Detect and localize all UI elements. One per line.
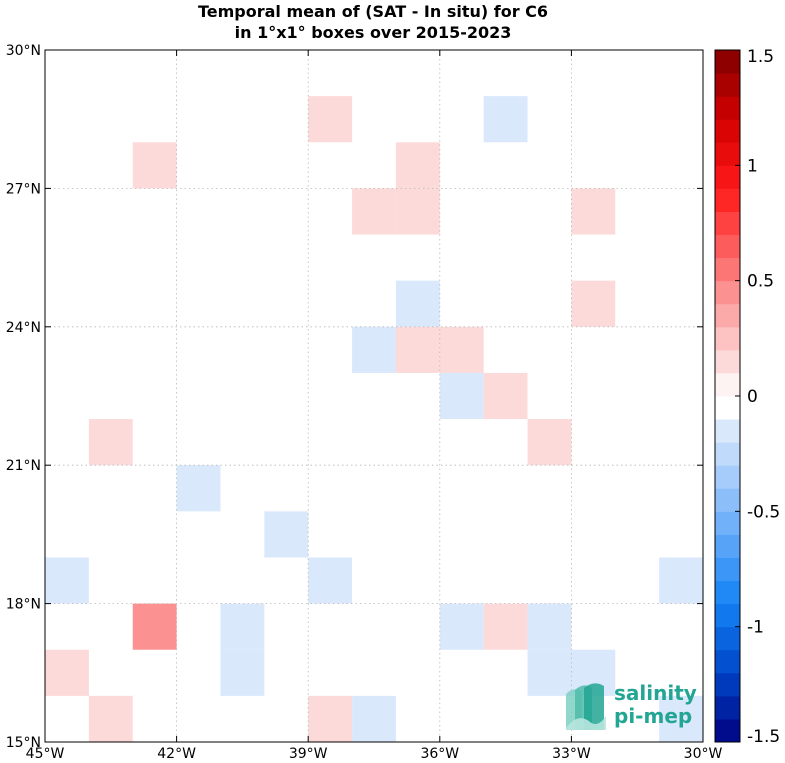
heatmap-cell [395,280,440,327]
colorbar-segment [715,672,740,697]
x-tick-label: 45°W [26,746,65,762]
colorbar-segment [715,511,740,535]
colorbar-segment [715,349,740,374]
colorbar-segment [715,73,740,97]
heatmap-cell [395,326,440,373]
x-tick-label: 39°W [289,746,328,762]
heatmap-cell [527,419,572,466]
heatmap-cell [352,326,396,373]
logo-wave-icon [566,683,606,730]
heatmap-cell [659,557,703,604]
heatmap-cell [264,511,309,558]
heatmap-cell [45,557,89,604]
heatmap-cell [527,603,572,650]
heatmap-cell [220,603,265,650]
x-tick-label: 33°W [552,746,591,762]
heatmap-cell [439,326,484,373]
colorbar-tick-label: 1.5 [747,47,774,67]
heatmap-cell [483,372,528,420]
heatmap-cell [483,603,528,650]
colorbar-tick-label: -0.5 [747,502,780,522]
y-tick-label: 24°N [6,320,41,336]
heatmap-cell [45,649,89,696]
heatmap-cell [395,188,440,235]
heatmap-cell [352,695,396,742]
colorbar-segment [715,695,740,720]
axis-ticks: 45°W 42°W 39°W 36°W 33°W 30°W 15°N 18°N 21°N 24°N… [6,43,723,762]
plot-frame [44,49,704,743]
heatmap-cell [308,695,353,742]
heatmap-cell [571,280,616,327]
colorbar-segment [715,303,740,328]
heatmap-cell [88,695,133,742]
colorbar-segment [715,165,740,189]
colorbar-segment [715,557,740,582]
heatmap-cell [308,557,353,604]
logo-line1: salinity [614,681,697,705]
colorbar-tick-label: -1.5 [747,727,780,747]
colorbar-segment [715,211,740,236]
colorbar-segment [715,465,740,489]
heatmap-cell [308,96,353,143]
colorbar-segment [715,396,740,420]
logo-line2: pi-mep [614,704,692,728]
heatmap-cell [352,188,396,235]
heatmap-cell [659,695,703,742]
heatmap-cell [220,649,265,696]
colorbar-segment [715,580,740,605]
colorbar-segment [715,119,740,143]
colorbar-segment [715,718,740,743]
colorbar-segment [715,603,740,628]
colorbar-segment [715,488,740,512]
x-tick-label: 30°W [684,746,723,762]
x-tick-label: 36°W [420,746,459,762]
heatmap-cell [176,465,221,512]
y-tick-label: 18°N [6,597,41,613]
y-tick-label: 27°N [6,181,41,197]
colorbar-segment [715,50,740,74]
colorbar-ticks: 1.5 1 0.5 0 -0.5 -1 -1.5 [735,47,780,747]
colorbar-segment [715,534,740,558]
colorbar-segment [715,234,740,259]
heatmap-cell [527,649,572,696]
colorbar-tick-label: -1 [747,618,764,638]
heatmap-cell [395,142,440,189]
y-tick-label: 30°N [6,43,41,59]
heatmap-cell [132,142,177,189]
chart-title-line2: in 1°x1° boxes over 2015-2023 [235,23,512,42]
heatmap-cell [132,603,177,650]
x-tick-label: 42°W [157,746,196,762]
colorbar-segment [715,372,740,397]
heatmap-cell [483,96,528,143]
colorbar-segment [715,326,740,351]
heatmap-cell [439,372,484,420]
heatmap-cell [88,419,133,466]
colorbar-segment [715,257,740,282]
y-tick-label: 15°N [6,735,41,751]
heatmap-cells [45,96,703,742]
colorbar-segment [715,96,740,120]
colorbar-tick-label: 0.5 [747,272,774,292]
heatmap-cell [571,188,616,235]
colorbar-segment [715,626,740,651]
heatmap-cell [439,603,484,650]
colorbar [714,49,741,743]
colorbar-segment [715,419,740,443]
colorbar-segment [715,188,740,212]
y-tick-label: 21°N [6,458,41,474]
colorbar-tick-label: 1 [747,156,758,176]
colorbar-segment [715,142,740,166]
salinity-pi-mep-logo: salinity pi-mep [566,681,697,730]
colorbar-segment [715,649,740,674]
colorbar-segment [715,280,740,305]
colorbar-segment [715,442,740,466]
colorbar-tick-label: 0 [747,387,758,407]
chart-title-line1: Temporal mean of (SAT - In situ) for C6 [198,2,548,21]
